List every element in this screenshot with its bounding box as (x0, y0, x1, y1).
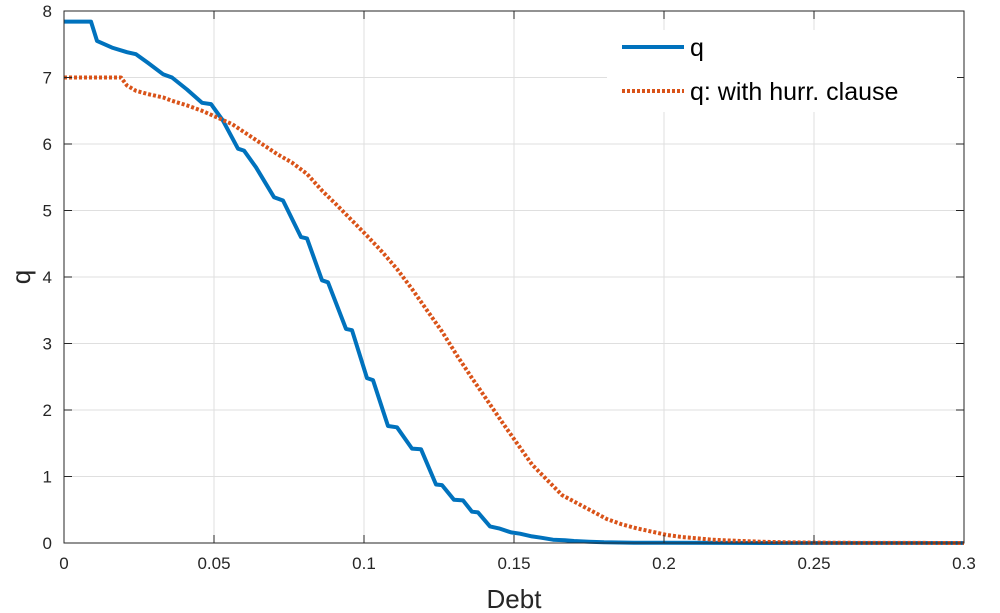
y-tick-label: 0 (43, 534, 52, 553)
legend: q q: with hurr. clause (607, 30, 957, 112)
x-tick-label: 0.25 (797, 554, 830, 573)
x-tick-label: 0.3 (952, 554, 976, 573)
x-tick-label: 0.1 (352, 554, 376, 573)
y-tick-label: 8 (43, 2, 52, 21)
x-tick-label: 0.15 (497, 554, 530, 573)
y-axis-label: q (6, 270, 36, 284)
legend-box (607, 30, 957, 112)
y-tick-label: 2 (43, 401, 52, 420)
legend-label-q: q (690, 34, 704, 62)
y-tick-label: 4 (43, 268, 52, 287)
x-tick-label: 0 (59, 554, 68, 573)
series-group (64, 19, 965, 545)
y-tick-label: 6 (43, 135, 52, 154)
legend-label-q-hurr-clause: q: with hurr. clause (690, 78, 898, 106)
series-line-q (64, 19, 964, 545)
y-tick-label: 1 (43, 468, 52, 487)
y-tick-label: 7 (43, 69, 52, 88)
y-tick-label: 3 (43, 335, 52, 354)
series-line-q-hurr-clause (64, 75, 965, 545)
x-tick-label: 0.05 (197, 554, 230, 573)
y-tick-label: 5 (43, 202, 52, 221)
ticks (63, 10, 965, 544)
x-axis-label: Debt (487, 584, 543, 613)
x-tick-label: 0.2 (652, 554, 676, 573)
tick-labels: 0 0.05 0.1 0.15 0.2 0.25 0.3 0 1 2 3 4 5 6 7 8 (43, 2, 976, 573)
